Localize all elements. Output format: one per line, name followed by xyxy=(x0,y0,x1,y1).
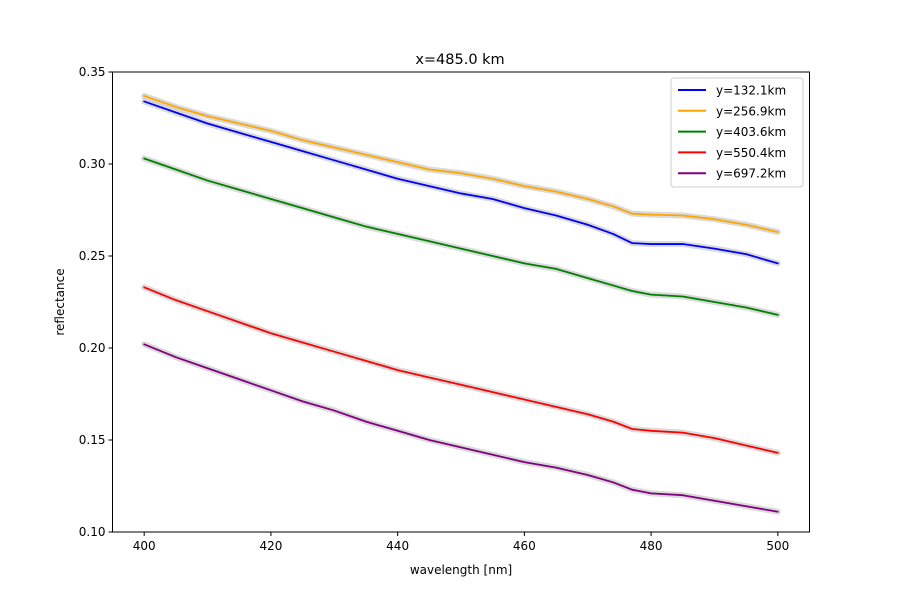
legend: y=132.1km y=256.9km y=403.6km y=550.4km y=69… xyxy=(670,77,804,188)
x-tick-label: 420 xyxy=(259,539,282,553)
series-line-y-132-1km xyxy=(143,100,779,265)
legend-label-y-256-9km: y=256.9km xyxy=(716,104,786,118)
series-line-y-550-4km xyxy=(143,286,779,454)
x-tick-label: 400 xyxy=(133,539,156,553)
x-axis-ticks: 400 420 440 460 480 500 xyxy=(133,532,789,553)
legend-label-y-403-6km: y=403.6km xyxy=(716,125,786,139)
y-tick-label: 0.25 xyxy=(79,249,106,263)
series-line-y-697-2km xyxy=(143,343,779,513)
legend-label-y-132-1km: y=132.1km xyxy=(716,84,786,98)
y-tick-label: 0.15 xyxy=(79,433,106,447)
x-axis-label: wavelength [nm] xyxy=(410,563,512,577)
chart-title: x=485.0 km xyxy=(415,52,504,68)
x-tick-label: 460 xyxy=(513,539,536,553)
series-line-y-256-9km xyxy=(143,95,779,233)
y-tick-label: 0.30 xyxy=(79,157,106,171)
plot-frame xyxy=(112,71,810,533)
series-band-y-697-2km xyxy=(141,341,781,515)
x-tick-label: 480 xyxy=(640,539,663,553)
legend-box xyxy=(670,77,804,188)
y-tick-label: 0.35 xyxy=(79,65,106,79)
legend-label-y-550-4km: y=550.4km xyxy=(716,146,786,160)
x-tick-label: 440 xyxy=(386,539,409,553)
y-axis-ticks: 0.10 0.15 0.20 0.25 0.30 0.35 xyxy=(79,65,113,539)
series-lines xyxy=(143,95,779,513)
x-tick-label: 500 xyxy=(766,539,789,553)
y-axis-label: reflectance xyxy=(53,268,67,335)
y-tick-label: 0.10 xyxy=(79,525,106,539)
legend-label-y-697-2km: y=697.2km xyxy=(716,167,786,181)
series-line-y-403-6km xyxy=(143,157,779,316)
y-tick-label: 0.20 xyxy=(79,341,106,355)
series-band-y-550-4km xyxy=(141,284,781,456)
